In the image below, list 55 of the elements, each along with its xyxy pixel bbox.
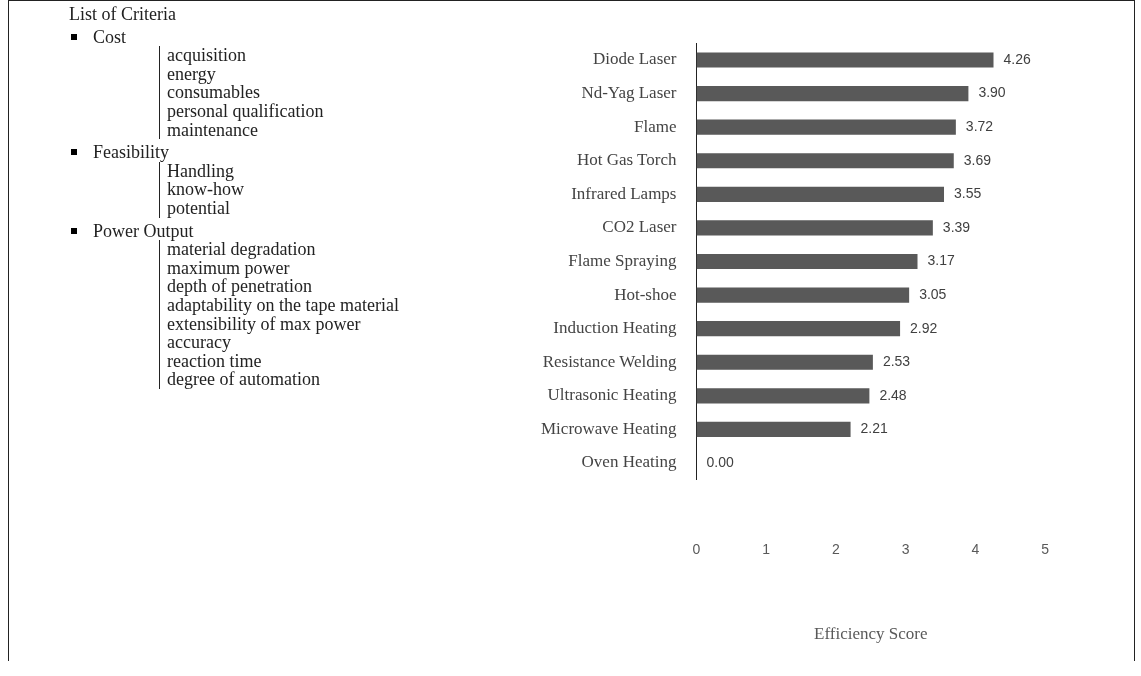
y-tick-label: Oven Heating [581,452,677,472]
text: List of Criteria [69,4,177,24]
text: personal qualification [167,100,325,121]
y-tick-label: Induction Heating [553,318,677,338]
text: Power Output [92,220,195,241]
bar [696,354,873,370]
y-tick-label: Infrared Lamps [571,183,677,203]
bar [696,253,918,270]
bar [696,287,910,303]
bar [696,186,944,202]
text: Cost [92,26,127,47]
text: degree of automation [167,369,321,390]
data-label: 2.92 [910,319,938,336]
bar [696,421,851,437]
x-tick-label: 0 [692,541,701,558]
bar [696,321,901,337]
data-label: 2.53 [882,353,911,370]
bar [696,153,954,169]
bar [696,119,956,135]
x-tick-label: 1 [762,541,771,558]
x-tick-label: 5 [1041,541,1050,558]
data-label: 3.72 [965,118,994,135]
data-label: 0.00 [706,453,734,470]
text: acquisition [167,45,247,66]
data-label: 3.55 [954,185,982,202]
text: accuracy [167,332,231,353]
bar [696,388,870,404]
bar [696,52,994,68]
data-label: 3.90 [978,84,1006,101]
data-label: 4.26 [1003,50,1031,67]
data-label: 3.69 [963,151,992,168]
data-label: 2.48 [879,386,907,403]
x-tick-label: 2 [832,541,841,558]
data-label: 2.21 [860,420,889,437]
data-label: 3.17 [927,252,955,269]
y-tick-label: Nd-Yag Laser [581,83,677,103]
x-axis-title: Efficiency Score [814,624,928,644]
data-label: 3.39 [942,218,971,235]
text: Handling [167,160,235,181]
data-label: 3.05 [919,285,947,302]
y-tick-label: Flame [633,116,677,136]
bar [696,220,933,236]
y-tick-label: Hot Gas Torch [576,150,677,170]
x-tick-label: 4 [971,541,980,558]
text: Feasibility [92,142,170,163]
y-tick-label: Flame Spraying [568,250,677,270]
y-tick-label: Hot-shoe [614,284,677,304]
text: potential [167,197,231,218]
bar [696,86,969,102]
y-tick-label: CO2 Laser [602,217,677,237]
y-tick-label: Microwave Heating [540,418,677,438]
y-tick-label: Resistance Welding [542,351,677,371]
y-tick-label: Diode Laser [592,49,677,69]
y-tick-label: Ultrasonic Heating [547,385,677,405]
x-tick-label: 3 [901,541,910,558]
